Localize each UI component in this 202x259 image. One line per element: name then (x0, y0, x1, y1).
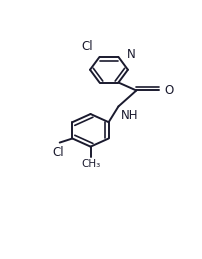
Text: Cl: Cl (82, 40, 93, 53)
Text: NH: NH (120, 109, 138, 123)
Text: Cl: Cl (52, 146, 64, 159)
Text: CH₃: CH₃ (81, 159, 100, 169)
Text: N: N (126, 48, 135, 61)
Text: O: O (164, 84, 174, 97)
